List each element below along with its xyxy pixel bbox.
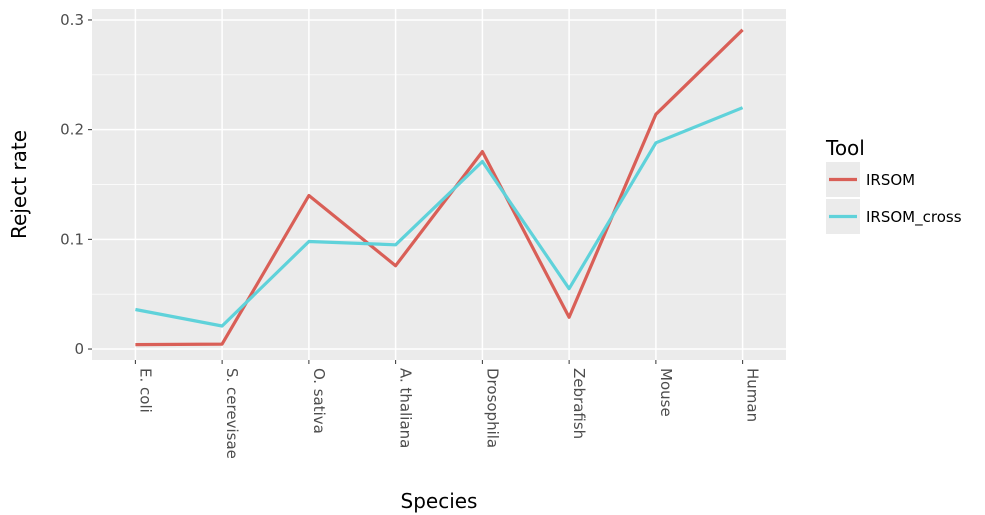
series-line	[135, 106, 744, 328]
legend-label: IRSOM	[866, 171, 915, 189]
x-tick-label: S. cerevisae	[223, 368, 241, 459]
y-tick-label: 0.3	[60, 11, 84, 29]
x-tick-label: A. thaliana	[397, 368, 415, 448]
legend-title: Tool	[825, 136, 865, 160]
y-axis-title: Reject rate	[7, 130, 31, 239]
x-tick-label: Drosophila	[483, 368, 501, 448]
x-axis: E. coli S. cerevisae O. sativa A. thaliana D…	[134, 360, 762, 459]
y-tick-label: 0.2	[60, 121, 84, 139]
x-axis-title: Species	[401, 489, 478, 513]
legend: Tool IRSOM IRSOM_cross	[825, 136, 962, 234]
series-layer	[135, 28, 744, 347]
x-tick-label: Mouse	[657, 368, 675, 417]
x-tick-label: Zebrafish	[570, 368, 588, 439]
series-line	[135, 28, 744, 347]
minor-grid	[92, 74, 786, 295]
legend-label: IRSOM_cross	[866, 208, 962, 227]
x-tick-label: Human	[744, 368, 762, 422]
y-tick-label: 0.1	[60, 230, 84, 248]
x-tick-label: O. sativa	[310, 368, 328, 434]
y-tick-label: 0	[74, 340, 84, 358]
y-axis: 0 0.1 0.2 0.3	[60, 11, 92, 358]
major-grid	[92, 9, 786, 360]
x-tick-label: E. coli	[136, 368, 154, 413]
